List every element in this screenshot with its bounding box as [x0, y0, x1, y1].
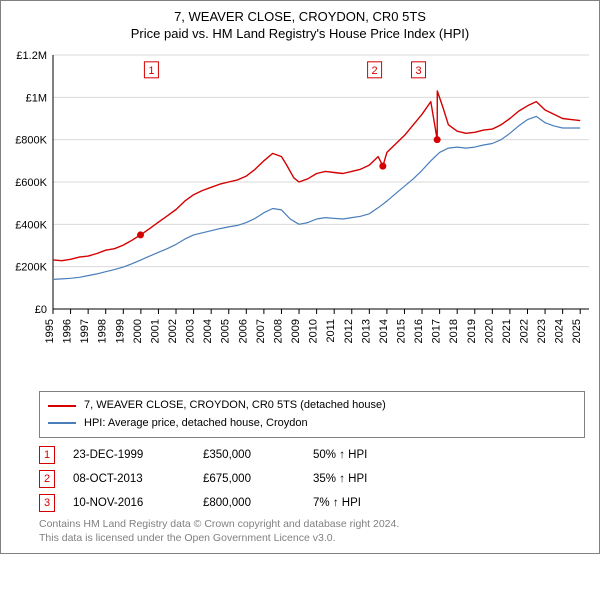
title-sub: Price paid vs. HM Land Registry's House … [1, 26, 599, 41]
chart-area: £0 £200K £400K £600K £800K £1M £1.2M 1995 1996 19… [1, 45, 599, 385]
svg-text:2001: 2001 [149, 319, 161, 343]
sales-table: 1 23-DEC-1999£350,00050% ↑ HPI 2 08-OCT-201… [39, 446, 585, 512]
svg-text:2022: 2022 [518, 319, 530, 343]
sale-price: £350,000 [203, 449, 313, 461]
svg-text:2010: 2010 [308, 319, 320, 343]
sale-price: £800,000 [203, 497, 313, 509]
svg-text:£400K: £400K [15, 219, 47, 231]
svg-text:2000: 2000 [132, 319, 144, 343]
svg-text:2013: 2013 [360, 319, 372, 343]
sale-date: 10-NOV-2016 [73, 497, 203, 509]
legend-row: 7, WEAVER CLOSE, CROYDON, CR0 5TS (detac… [48, 397, 576, 415]
svg-text:£600K: £600K [15, 177, 47, 189]
svg-text:2006: 2006 [237, 319, 249, 343]
legend-swatch [48, 405, 76, 407]
legend-label: HPI: Average price, detached house, Croy… [84, 415, 308, 433]
svg-text:2024: 2024 [554, 319, 566, 343]
svg-text:2015: 2015 [395, 319, 407, 343]
sale-marker-box: 2 [39, 470, 55, 488]
sale-row: 3 10-NOV-2016£800,0007% ↑ HPI [39, 494, 585, 512]
sale-hpi: 35% ↑ HPI [313, 473, 423, 485]
line-chart-svg: £0 £200K £400K £600K £800K £1M £1.2M 1995 1996 19… [1, 45, 599, 385]
svg-text:2012: 2012 [343, 319, 355, 343]
svg-text:2014: 2014 [378, 319, 390, 343]
svg-text:1995: 1995 [44, 319, 56, 343]
svg-text:2004: 2004 [202, 319, 214, 343]
attribution-line-1: Contains HM Land Registry data © Crown c… [39, 518, 585, 532]
svg-text:£800K: £800K [15, 135, 47, 147]
svg-text:2023: 2023 [536, 319, 548, 343]
svg-text:2021: 2021 [501, 319, 513, 343]
sale-row: 1 23-DEC-1999£350,00050% ↑ HPI [39, 446, 585, 464]
svg-text:2: 2 [372, 65, 378, 77]
svg-text:2025: 2025 [571, 319, 583, 343]
sale-hpi: 50% ↑ HPI [313, 449, 423, 461]
svg-text:£1.2M: £1.2M [16, 50, 47, 62]
svg-text:2011: 2011 [325, 319, 337, 343]
svg-text:1: 1 [148, 65, 154, 77]
sale-date: 23-DEC-1999 [73, 449, 203, 461]
svg-text:2018: 2018 [448, 319, 460, 343]
sale-price: £675,000 [203, 473, 313, 485]
svg-text:1996: 1996 [62, 319, 74, 343]
svg-text:£0: £0 [35, 304, 47, 316]
sale-row: 2 08-OCT-2013£675,00035% ↑ HPI [39, 470, 585, 488]
title-block: 7, WEAVER CLOSE, CROYDON, CR0 5TS Price … [1, 1, 599, 45]
sale-date: 08-OCT-2013 [73, 473, 203, 485]
attribution-text: Contains HM Land Registry data © Crown c… [39, 518, 585, 545]
sale-marker-box: 1 [39, 446, 55, 464]
svg-text:2009: 2009 [290, 319, 302, 343]
svg-text:1998: 1998 [97, 319, 109, 343]
legend-row: HPI: Average price, detached house, Croy… [48, 415, 576, 433]
svg-text:2016: 2016 [413, 319, 425, 343]
svg-text:£1M: £1M [26, 92, 47, 104]
svg-text:2007: 2007 [255, 319, 267, 343]
sale-marker-box: 3 [39, 494, 55, 512]
svg-text:2017: 2017 [431, 319, 443, 343]
svg-text:2005: 2005 [220, 319, 232, 343]
svg-text:2008: 2008 [272, 319, 284, 343]
svg-text:2003: 2003 [185, 319, 197, 343]
title-main: 7, WEAVER CLOSE, CROYDON, CR0 5TS [1, 9, 599, 24]
legend-box: 7, WEAVER CLOSE, CROYDON, CR0 5TS (detac… [39, 391, 585, 438]
svg-text:1999: 1999 [114, 319, 126, 343]
svg-text:2002: 2002 [167, 319, 179, 343]
svg-text:1997: 1997 [79, 319, 91, 343]
svg-text:2019: 2019 [466, 319, 478, 343]
svg-text:£200K: £200K [15, 262, 47, 274]
svg-text:2020: 2020 [483, 319, 495, 343]
legend-swatch [48, 422, 76, 424]
attribution-line-2: This data is licensed under the Open Gov… [39, 532, 585, 546]
svg-text:3: 3 [415, 65, 421, 77]
chart-container: 7, WEAVER CLOSE, CROYDON, CR0 5TS Price … [0, 0, 600, 554]
sale-hpi: 7% ↑ HPI [313, 497, 423, 509]
legend-label: 7, WEAVER CLOSE, CROYDON, CR0 5TS (detac… [84, 397, 386, 415]
